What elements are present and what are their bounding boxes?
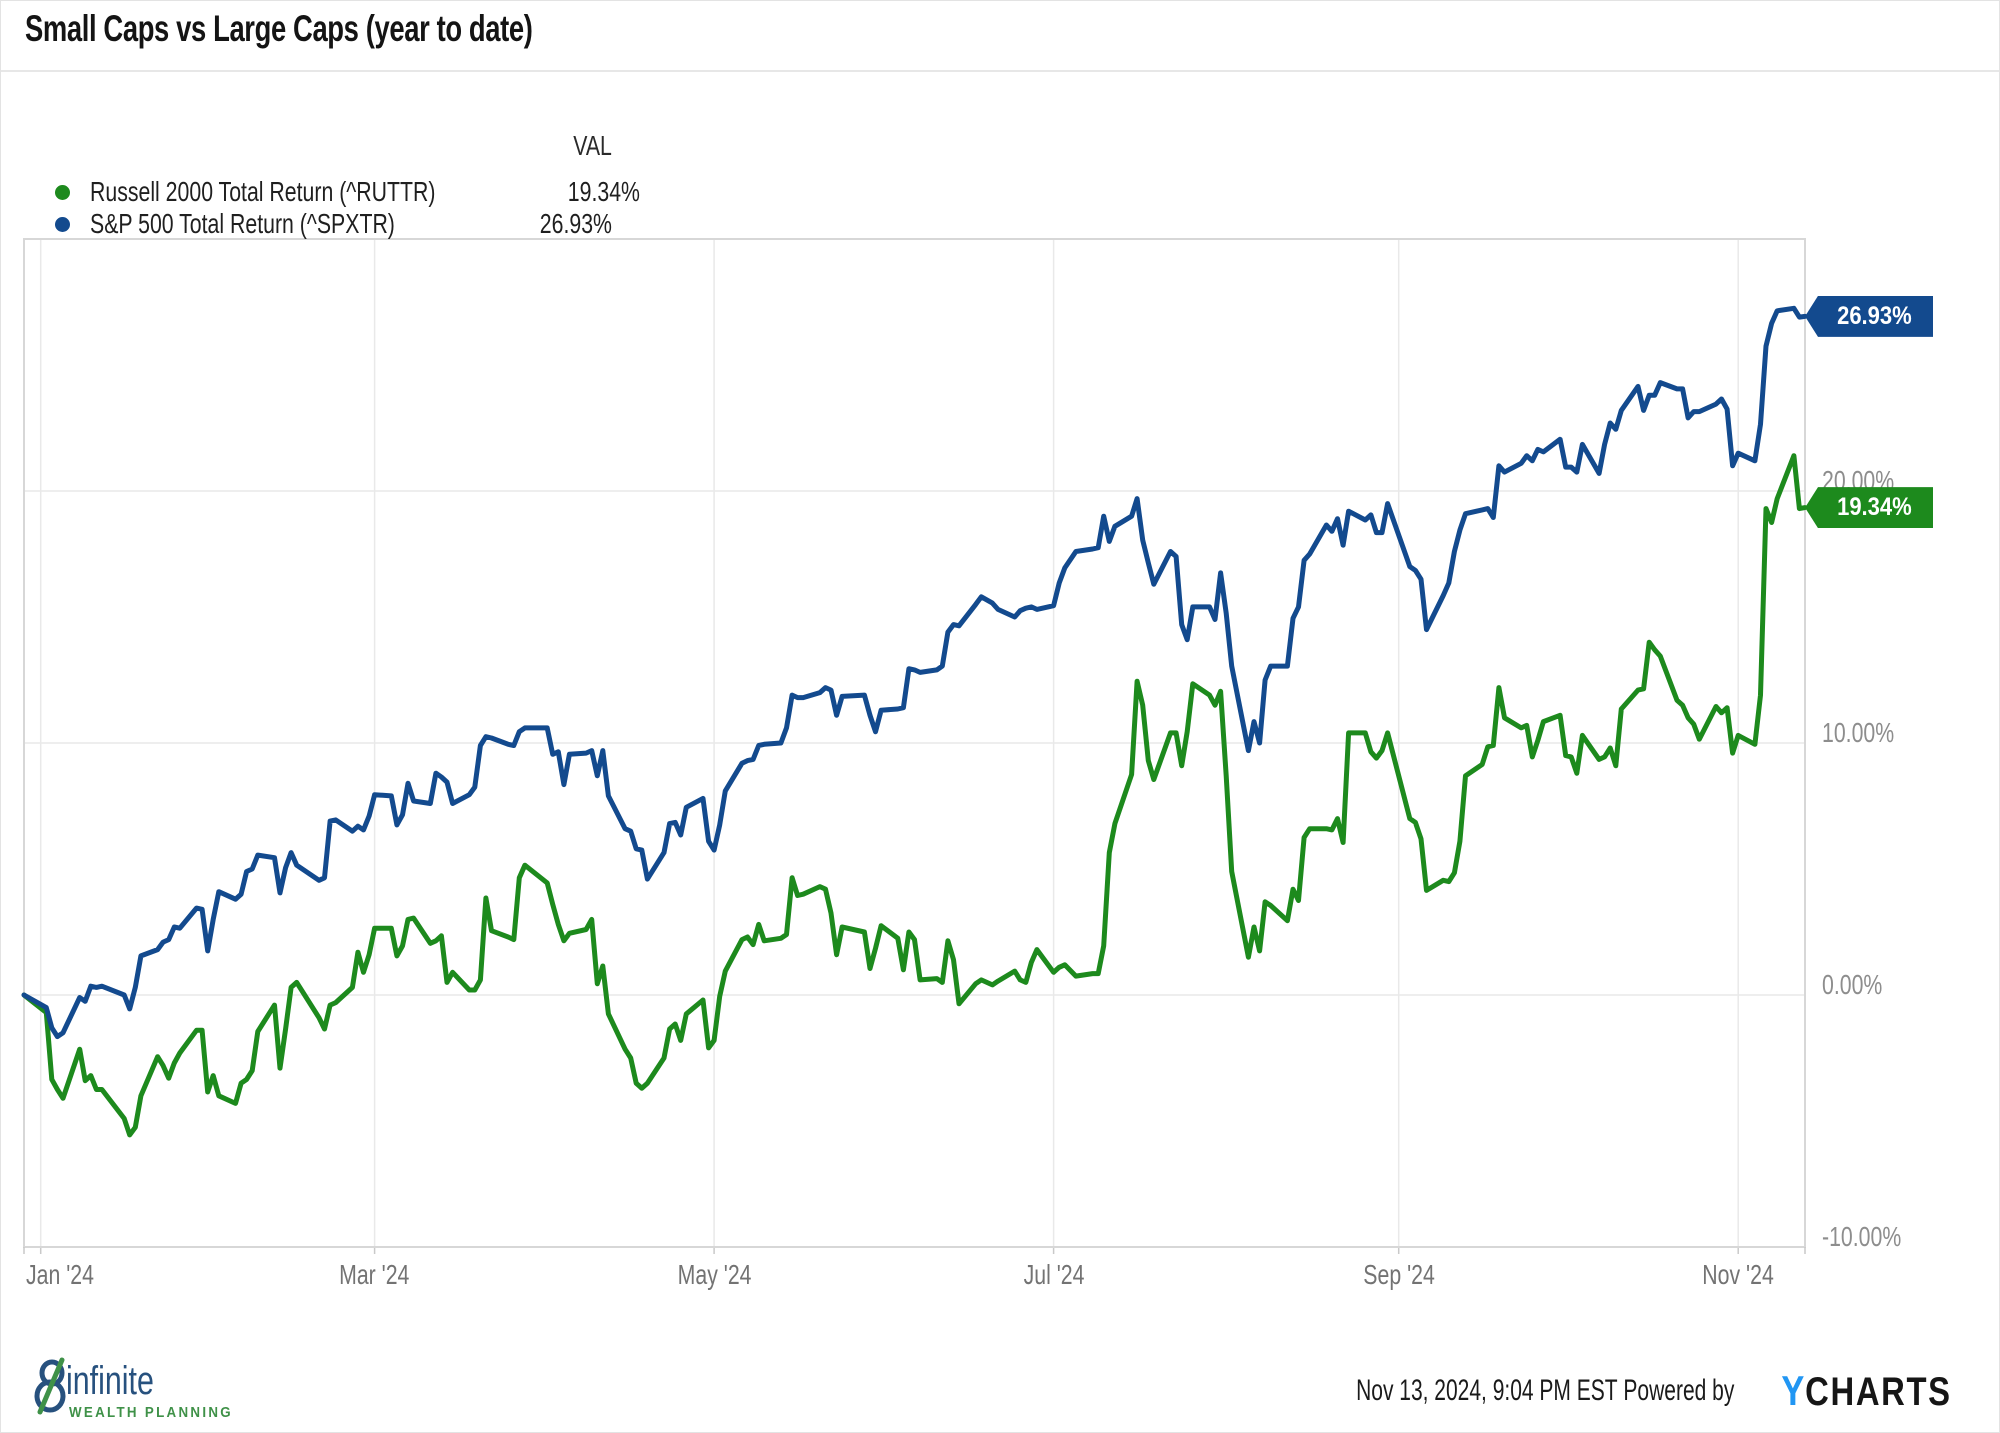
title-divider — [0, 70, 2000, 72]
legend-item-russell-2000: Russell 2000 Total Return (^RUTTR) 19.34… — [55, 176, 640, 208]
tag-value-text-sp500: 26.93% — [1837, 301, 1912, 330]
ycharts-logo: YCHARTS — [1782, 1367, 1952, 1415]
sp500-series-dot-icon — [55, 216, 70, 232]
tag-value-text-russell-2000: 19.34% — [1837, 493, 1912, 522]
x-axis-tick-label: May '24 — [677, 1259, 752, 1290]
legend-label-sp500: S&P 500 Total Return (^SPXTR) — [90, 208, 395, 239]
ycharts-wordmark: CHARTS — [1805, 1370, 1952, 1414]
ycharts-y-icon: Y — [1781, 1367, 1806, 1414]
x-axis-tick-label: Nov '24 — [1702, 1259, 1774, 1290]
y-axis-tick-label: 10.00% — [1822, 717, 1895, 748]
legend-label-russell-2000: Russell 2000 Total Return (^RUTTR) — [90, 176, 436, 207]
legend-item-sp500: S&P 500 Total Return (^SPXTR) 26.93% — [55, 208, 612, 240]
logo-subtitle: WEALTH PLANNING — [69, 1405, 233, 1421]
russell-2000-series-dot-icon — [55, 184, 70, 200]
x-axis-tick-label: Mar '24 — [339, 1259, 410, 1290]
logo-name: infinite — [66, 1359, 154, 1403]
y-axis-tick-label: -10.00% — [1822, 1221, 1902, 1252]
legend-value-sp500: 26.93% — [539, 208, 612, 239]
infinite-dollar-infinity-icon — [34, 1357, 66, 1415]
page-title: Small Caps vs Large Caps (year to date) — [25, 8, 533, 49]
infinite-wealth-planning-logo: infinite WEALTH PLANNING — [28, 1357, 247, 1421]
series-value-tag-russell-2000: 19.34% — [1805, 487, 1933, 529]
footer-timestamp: Nov 13, 2024, 9:04 PM EST — [1356, 1374, 1618, 1407]
series-value-tag-sp500: 26.93% — [1805, 295, 1933, 337]
x-axis-tick-label: Jan '24 — [25, 1259, 94, 1290]
legend-val-header: VAL — [573, 130, 612, 161]
legend-header-row: VAL — [55, 130, 612, 162]
footer-attribution: Nov 13, 2024, 9:04 PM EST Powered by YCH… — [1194, 1367, 1952, 1415]
x-axis-tick-label: Sep '24 — [1362, 1259, 1435, 1290]
x-axis-tick-label: Jul '24 — [1023, 1259, 1085, 1290]
legend-value-russell-2000: 19.34% — [567, 176, 640, 207]
legend: VAL Russell 2000 Total Return (^RUTTR) 1… — [55, 130, 640, 240]
y-axis-tick-label: 0.00% — [1822, 969, 1883, 1000]
footer-powered-by: Powered by — [1623, 1374, 1735, 1407]
